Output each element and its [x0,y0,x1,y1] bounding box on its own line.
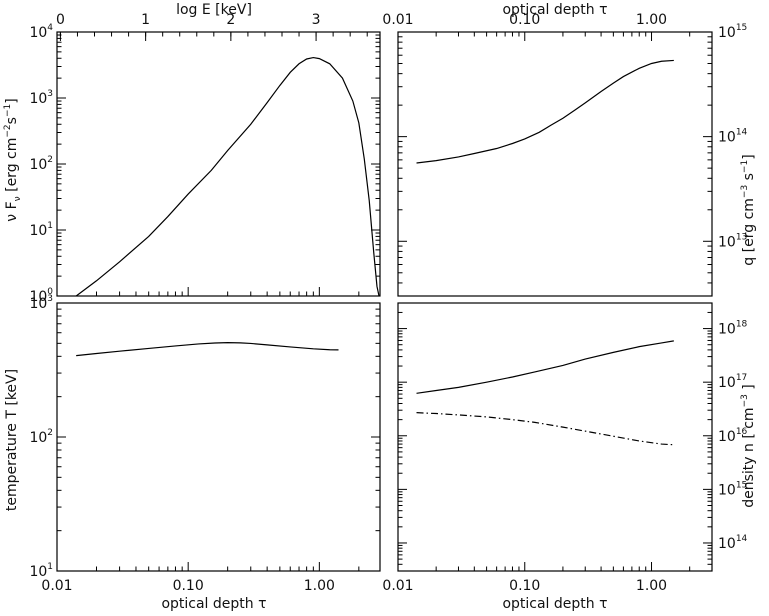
spectrum-top-tick-label: 2 [226,12,235,28]
density-y-tick-label: 1017 [718,373,747,391]
spectrum-top-tick-label: 3 [312,12,321,28]
panel-temperature: optical depth τ temperature T [keV] 0.01… [4,294,381,612]
heating-rate-y-tick-label: 1014 [718,128,748,146]
spectrum-y-axis-title: ν Fν [erg cm−2s−1] [3,98,23,221]
density-y-axis-title: density n [ cm−3 ] [740,384,757,508]
temperature-line [76,342,339,357]
temperature-y-tick-label: 102 [29,428,53,446]
temperature-x-axis-title: optical depth τ [161,596,266,612]
temperature-y-tick-label: 101 [29,562,53,580]
temperature-x-tick-label: 1.00 [304,578,335,594]
temperature-x-tick-label: 0.10 [173,578,204,594]
temperature-x-tick-label: 0.01 [41,578,72,594]
panel-density: optical depth τ density n [ cm−3 ] 0.01 0… [382,302,757,612]
heating-rate-top-tick-label: 1.00 [636,12,667,28]
panel-spectrum: log E [keV] ν Fν [erg cm−2s−1] 0 1 2 3 100 10… [3,2,381,305]
spectrum-line [75,56,380,297]
heating-rate-y-axis-title: q [erg cm−3 s−1] [740,154,757,265]
spectrum-top-axis-title: log E [keV] [176,2,252,18]
density-y-tick-label: 1018 [718,320,748,338]
heating-rate-y-tick-label: 1015 [718,23,747,41]
heating-rate-top-axis-title: optical depth τ [502,2,607,18]
heating-rate-line [416,59,674,164]
spectrum-y-tick-label: 104 [29,23,53,41]
spectrum-y-tick-label: 101 [29,221,53,239]
heating-rate-top-tick-label: 0.10 [509,12,540,28]
density-x-axis-title: optical depth τ [502,596,607,612]
heating-rate-y-tick-label: 1013 [718,232,747,250]
temperature-y-tick-label: 103 [29,294,53,312]
temperature-y-axis-title: temperature T [keV] [4,369,20,511]
density-line-dash-dot [416,412,674,446]
density-y-tick-label: 1014 [718,534,748,552]
plot-frame-heating-rate [397,31,713,297]
density-y-tick-label: 1016 [718,427,748,445]
density-x-tick-label: 0.10 [509,578,540,594]
spectrum-y-tick-label: 102 [29,155,53,173]
density-x-tick-label: 1.00 [636,578,667,594]
density-y-tick-label: 1015 [718,480,747,498]
density-x-tick-label: 0.01 [382,578,413,594]
panel-heating-rate: optical depth τ q [erg cm−3 s−1] 0.01 0.1… [382,2,757,297]
spectrum-top-tick-label: 1 [141,12,150,28]
spectrum-y-tick-label: 100 [29,287,53,305]
spectrum-top-tick-label: 0 [56,12,65,28]
plot-frame-density [397,302,713,572]
spectrum-y-tick-label: 103 [29,89,53,107]
heating-rate-top-tick-label: 0.01 [382,12,413,28]
density-line-solid [416,340,674,394]
